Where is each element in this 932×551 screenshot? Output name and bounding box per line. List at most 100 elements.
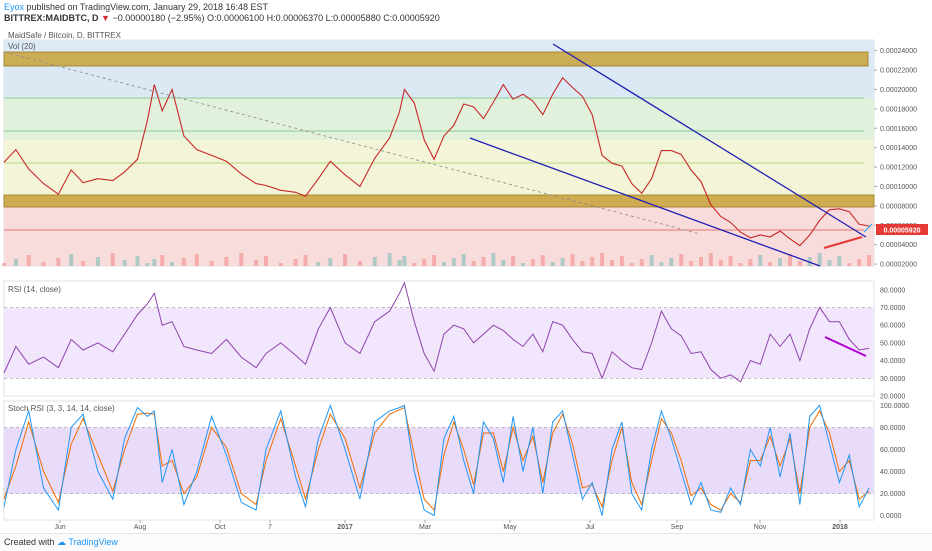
volume-bar <box>303 255 308 266</box>
volume-bars <box>2 253 872 266</box>
volume-bar <box>867 255 872 266</box>
volume-bar <box>69 254 74 266</box>
rsi-tick-label: 60.0000 <box>880 323 905 330</box>
zone-red-band <box>4 196 874 266</box>
descending-resistance-line[interactable] <box>552 43 867 238</box>
rsi-title: RSI (14, close) <box>8 285 61 294</box>
ohlc-values: O:0.00006100 H:0.00006370 L:0.00005880 C… <box>207 13 440 23</box>
volume-bar <box>649 255 654 266</box>
price-tick-label: 0.00016000 <box>880 126 917 133</box>
stoch-axis[interactable]: 100.0000 80.0000 60.0000 40.0000 20.0000 0.00… <box>880 403 909 520</box>
rsi-series-line <box>3 281 870 383</box>
volume-bar <box>807 257 812 266</box>
volume-bar <box>412 263 417 266</box>
volume-bar <box>738 263 743 266</box>
price-tick-label: 0.00010000 <box>880 184 917 191</box>
volume-bar <box>328 258 333 266</box>
volume-bar <box>135 256 140 266</box>
volume-bar <box>293 259 298 266</box>
volume-bar <box>728 256 733 266</box>
symbol-line: BITTREX:MAIDBTC, D ▼ −0.00000180 (−2.95%… <box>4 13 440 23</box>
author-link[interactable]: Eyox <box>4 2 25 12</box>
rsi-tick-label: 70.0000 <box>880 305 905 312</box>
volume-bar <box>181 258 186 266</box>
volume-bar <box>560 258 565 266</box>
time-tick-label: 7 <box>268 524 272 531</box>
last-price-label: 0.00005920 <box>884 228 921 235</box>
volume-bar <box>2 263 6 266</box>
footer-bar: Created with ☁ TradingView <box>0 533 932 551</box>
volume-bar <box>491 253 496 266</box>
price-tick-label: 0.00020000 <box>880 87 917 94</box>
volume-bar <box>708 253 713 266</box>
time-tick-label: Aug <box>134 524 147 531</box>
time-tick-label: May <box>503 524 517 531</box>
volume-bar <box>160 255 165 266</box>
last-price-tag <box>876 224 928 235</box>
volume-bar <box>580 261 585 266</box>
volume-bar <box>511 256 516 266</box>
stoch-k-line <box>3 403 870 517</box>
volume-bar <box>432 255 437 266</box>
volume-bar <box>629 263 634 266</box>
price-tick-label: 0.00014000 <box>880 145 917 152</box>
time-tick-label: 2018 <box>832 524 848 531</box>
volume-bar <box>639 259 644 266</box>
volume-bar <box>26 255 31 266</box>
volume-bar <box>451 258 456 266</box>
rsi-axis[interactable]: 80.0000 70.0000 60.0000 50.0000 40.0000 30.00… <box>880 287 905 400</box>
volume-bar <box>570 254 575 266</box>
volume-bar <box>170 262 175 266</box>
descending-support-line[interactable] <box>469 137 821 267</box>
projection-arrow-icon <box>863 223 873 233</box>
volume-bar <box>857 259 862 266</box>
stoch-tick-label: 80.0000 <box>880 425 905 432</box>
time-axis[interactable]: Jun Aug Oct 7 2017 Mar May Jul Sep Nov 2018 <box>54 520 848 531</box>
volume-bar <box>521 263 525 266</box>
rsi-tick-label: 40.0000 <box>880 358 905 365</box>
volume-bar <box>110 253 115 266</box>
resistance-box[interactable] <box>3 51 869 67</box>
volume-bar <box>797 261 802 266</box>
price-tick-label: 0.00004000 <box>880 242 917 249</box>
volume-bar <box>387 253 392 266</box>
volume-bar <box>13 259 18 266</box>
price-axis[interactable]: 0.00024000 0.00022000 0.00020000 0.00018000… <box>874 48 917 269</box>
zone-teal-band <box>4 98 874 140</box>
volume-bar <box>659 262 664 266</box>
rsi-band <box>4 307 874 379</box>
price-pane: MaidSafe / Bitcoin, D, BITTREX Vol (20) … <box>2 31 928 269</box>
volume-bar <box>357 261 362 266</box>
volume-bar <box>316 262 321 266</box>
price-series-line <box>3 76 870 247</box>
volume-bar <box>748 259 753 266</box>
volume-bar <box>847 263 852 266</box>
stoch-tick-label: 20.0000 <box>880 491 905 498</box>
volume-bar <box>590 257 595 266</box>
volume-bar <box>461 254 466 266</box>
volume-bar <box>41 262 46 266</box>
volume-bar <box>254 260 259 266</box>
volume-bar <box>481 257 486 266</box>
red-trend-line[interactable] <box>823 236 863 249</box>
support-box[interactable] <box>3 194 875 208</box>
volume-bar <box>610 260 614 266</box>
volume-bar <box>788 254 792 266</box>
volume-bar <box>422 259 427 266</box>
time-tick-label: Jun <box>54 524 65 531</box>
stoch-tick-label: 0.0000 <box>880 513 902 520</box>
rsi-divergence-line[interactable] <box>824 336 867 357</box>
price-tick-label: 0.00024000 <box>880 48 917 55</box>
volume-bar <box>152 259 157 266</box>
volume-bar <box>758 255 763 266</box>
tradingview-brand-link[interactable]: TradingView <box>68 537 118 547</box>
volume-bar <box>718 260 723 266</box>
volume-bar <box>768 262 773 266</box>
volume-bar <box>540 255 545 266</box>
chart-area[interactable]: MaidSafe / Bitcoin, D, BITTREX Vol (20) … <box>0 26 932 533</box>
symbol-label: BITTREX:MAIDBTC, D <box>4 13 99 23</box>
created-with-label: Created with <box>4 537 55 547</box>
volume-bar <box>689 261 694 266</box>
volume-bar <box>122 260 127 266</box>
volume-bar <box>837 256 842 266</box>
